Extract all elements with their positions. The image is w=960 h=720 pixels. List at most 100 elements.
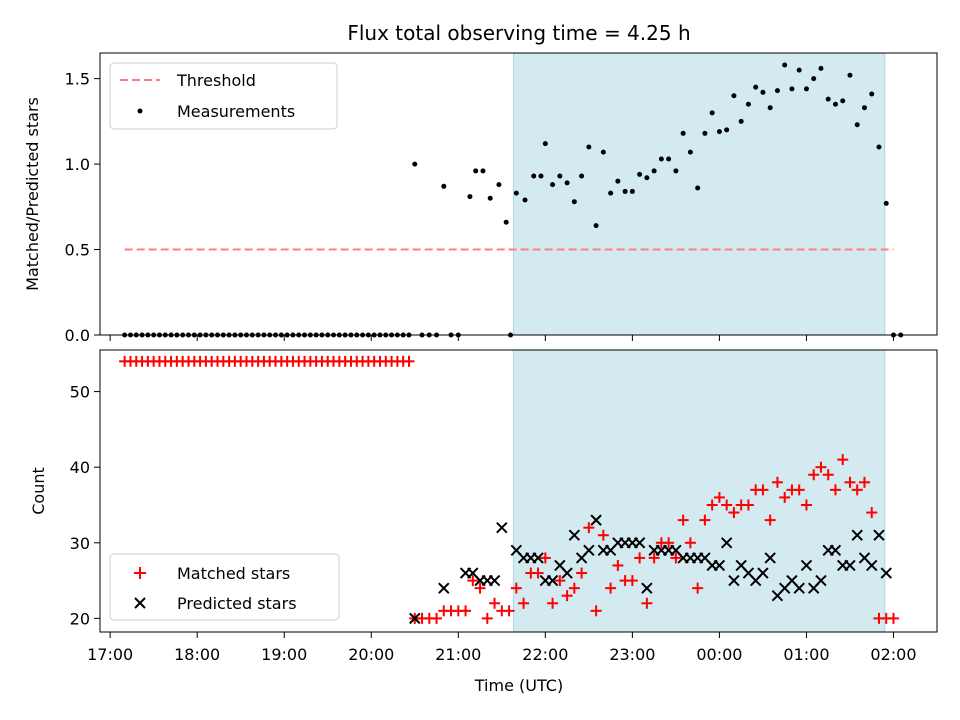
matched-star-marker — [670, 552, 682, 564]
matched-star-marker — [771, 476, 783, 488]
bottom-y-ticks: 20 30 40 50 — [70, 383, 100, 628]
bottom-legend-box — [109, 553, 340, 621]
predicted-star-marker — [438, 582, 450, 594]
matched-star-marker — [684, 537, 696, 549]
measurement-point — [608, 190, 614, 196]
measurement-point — [811, 76, 817, 82]
matched-star-marker — [866, 507, 878, 519]
matched-star-marker — [539, 552, 551, 564]
x-tick-label: 17:00 — [87, 645, 133, 664]
x-tick-label: 23:00 — [609, 645, 655, 664]
measurement-point — [695, 185, 701, 191]
measurement-point — [467, 194, 473, 200]
predicted-star-marker — [815, 574, 827, 587]
measurement-point — [651, 168, 657, 174]
matched-star-marker — [590, 605, 602, 617]
bottom-panel-frame — [99, 349, 938, 633]
matched-star-marker — [808, 469, 820, 481]
measurement-point — [473, 168, 479, 174]
predicted-star-marker — [800, 559, 813, 572]
y-tick-label: 30 — [70, 534, 90, 553]
legend-predicted-label: Predicted stars — [177, 594, 297, 613]
y-tick-label: 1.5 — [65, 70, 90, 89]
legend-matched-label: Matched stars — [177, 564, 290, 583]
matched-star-marker — [489, 597, 501, 609]
measurement-point — [832, 101, 838, 107]
matched-star-marker — [837, 454, 849, 466]
measurement-point — [687, 149, 693, 155]
matched-star-marker — [460, 605, 472, 617]
top-panel: 0.0 0.5 1.0 1.5 Matched/Predicted stars — [23, 52, 938, 345]
measurement-point — [487, 195, 493, 201]
predicted-star-marker — [829, 544, 842, 557]
measurement-point — [825, 96, 831, 102]
measurement-point — [629, 188, 635, 194]
matched-star-marker — [692, 582, 704, 594]
measurement-point — [637, 171, 643, 177]
matched-star-marker — [561, 590, 573, 602]
matched-star-marker — [721, 499, 733, 511]
y-tick-label: 0.5 — [65, 241, 90, 260]
matched-star-markers — [119, 355, 899, 624]
x-tick-label: 02:00 — [870, 645, 916, 664]
measurement-point — [666, 156, 672, 162]
legend-threshold-label: Threshold — [176, 71, 256, 90]
measurement-point — [522, 197, 528, 203]
matched-star-marker — [532, 567, 544, 579]
predicted-star-marker — [488, 574, 501, 587]
bottom-panel: 20 30 40 50 17:00 18:00 19:00 20:00 21:00 22:00 2… — [29, 349, 938, 695]
measurement-point — [789, 86, 795, 92]
predicted-star-marker — [713, 559, 726, 572]
matched-star-marker — [605, 582, 617, 594]
matched-star-marker — [583, 522, 595, 534]
matched-star-marker — [829, 484, 841, 496]
bottom-legend: Matched stars Predicted stars — [109, 553, 340, 621]
y-tick-label: 0.0 — [65, 326, 90, 345]
top-x-ticks — [109, 335, 894, 341]
measurement-point — [702, 130, 708, 136]
matched-star-marker — [634, 552, 646, 564]
x-tick-label: 00:00 — [696, 645, 742, 664]
measurement-point — [586, 144, 592, 150]
bottom-x-ticks: 17:00 18:00 19:00 20:00 21:00 22:00 23:00 00:00… — [87, 632, 917, 664]
predicted-star-marker — [880, 567, 892, 579]
x-tick-label: 01:00 — [783, 645, 829, 664]
bottom-y-axis-label: Count — [29, 467, 48, 515]
measurement-point — [738, 118, 744, 124]
matched-star-marker — [467, 575, 479, 587]
y-tick-label: 50 — [70, 383, 90, 402]
measurement-point — [782, 62, 788, 68]
measurement-point — [542, 141, 548, 147]
predicted-star-marker — [851, 529, 863, 541]
measurement-point — [883, 200, 889, 206]
measurement-point — [564, 180, 570, 186]
measurement-point — [412, 161, 418, 167]
measurement-point — [840, 98, 846, 104]
matched-star-marker — [663, 537, 675, 549]
predicted-star-marker — [873, 529, 885, 541]
top-legend-box — [109, 62, 338, 130]
measurement-point — [818, 65, 824, 71]
measurement-point — [869, 91, 875, 97]
legend-predicted-swatch — [134, 597, 146, 609]
predicted-star-marker — [764, 552, 776, 564]
measurement-point — [760, 89, 766, 95]
measurement-point — [480, 168, 486, 174]
top-panel-frame — [99, 52, 938, 336]
matched-star-marker — [779, 491, 791, 503]
top-legend: Threshold Measurements — [109, 62, 338, 130]
bottom-observing-window-shade — [512, 349, 886, 633]
matched-star-marker — [815, 461, 827, 473]
matched-star-marker — [403, 355, 415, 367]
predicted-star-marker — [561, 567, 573, 579]
matched-star-marker — [706, 499, 718, 511]
legend-matched-swatch — [134, 567, 146, 579]
matched-star-marker — [699, 514, 711, 526]
measurement-point — [622, 188, 628, 194]
measurement-point — [496, 182, 502, 188]
measurement-point — [673, 168, 679, 174]
matched-star-marker — [612, 559, 624, 571]
matched-star-marker — [474, 582, 486, 594]
matched-star-marker — [858, 476, 870, 488]
matched-star-marker — [713, 491, 725, 503]
